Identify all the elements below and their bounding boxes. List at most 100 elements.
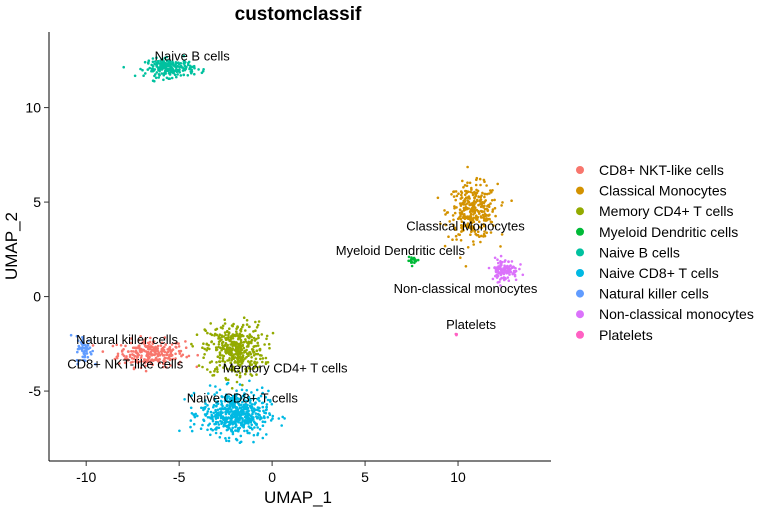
data-point [235, 438, 239, 442]
data-point [238, 418, 241, 422]
data-point [151, 345, 154, 349]
data-point [242, 346, 246, 350]
data-point [254, 329, 257, 333]
data-point [265, 337, 268, 341]
data-point [86, 343, 90, 347]
data-point [258, 365, 261, 369]
data-point [76, 347, 80, 351]
data-point [177, 70, 181, 73]
data-point [247, 366, 251, 370]
data-point [452, 223, 455, 227]
x-tick-label: -10 [76, 469, 96, 485]
data-point [277, 417, 281, 420]
data-point [501, 201, 504, 204]
data-point [235, 380, 239, 384]
data-point [164, 343, 167, 346]
data-point [220, 408, 223, 411]
data-point [179, 74, 183, 77]
data-point [154, 63, 158, 66]
data-point [208, 384, 212, 387]
data-point [156, 354, 160, 358]
data-point [471, 193, 475, 197]
data-point [268, 413, 272, 417]
data-point [507, 279, 511, 283]
data-point [165, 59, 169, 63]
data-point [226, 397, 229, 400]
data-point [216, 408, 220, 412]
data-point [475, 198, 479, 202]
data-point [156, 344, 160, 348]
legend-swatch [576, 310, 584, 319]
data-point [234, 370, 237, 373]
data-point [190, 65, 193, 69]
data-point [462, 229, 465, 232]
data-point [224, 418, 227, 422]
data-point [216, 355, 220, 359]
legend-label: Non-classical monocytes [599, 306, 754, 322]
data-point [241, 383, 244, 387]
data-point [225, 439, 228, 443]
data-point [252, 350, 256, 354]
data-point [238, 355, 241, 358]
data-point [496, 258, 499, 262]
data-point [201, 365, 204, 369]
data-point [502, 277, 506, 281]
y-axis-title: UMAP_2 [2, 212, 21, 280]
data-point [234, 429, 237, 432]
data-point [497, 270, 500, 274]
data-point [151, 65, 155, 68]
data-point [162, 348, 166, 352]
data-point [153, 79, 156, 83]
data-point [466, 246, 470, 249]
data-point [238, 441, 242, 445]
data-point [239, 363, 242, 367]
data-point [479, 215, 483, 218]
data-point [139, 335, 142, 338]
data-point [230, 387, 234, 390]
data-point [160, 72, 164, 75]
data-point [210, 413, 213, 417]
data-point [87, 339, 90, 343]
legend-label: Naive B cells [599, 244, 680, 260]
data-point [242, 426, 245, 429]
data-point [165, 353, 169, 357]
data-point [228, 357, 231, 360]
data-point [248, 404, 252, 408]
data-point [493, 198, 496, 202]
data-point [213, 393, 216, 396]
data-point [460, 210, 464, 213]
data-point [214, 367, 217, 371]
data-point [166, 68, 170, 71]
data-point [267, 342, 271, 346]
data-point [125, 355, 128, 358]
data-point [498, 280, 501, 284]
data-point [252, 336, 256, 340]
data-point [490, 191, 493, 194]
data-point [196, 353, 199, 357]
data-point [264, 396, 268, 399]
data-point [507, 260, 510, 263]
data-point [479, 205, 483, 209]
data-point [465, 206, 469, 210]
data-point [483, 192, 487, 196]
data-point [170, 70, 173, 74]
data-point [128, 353, 132, 357]
data-point [480, 226, 483, 230]
data-point [178, 352, 182, 355]
data-point [462, 216, 466, 219]
data-point [454, 234, 458, 238]
data-point [470, 224, 473, 228]
data-point [455, 238, 458, 241]
data-point [212, 342, 216, 346]
data-point [230, 418, 233, 422]
data-point [214, 422, 218, 426]
data-point [168, 64, 171, 67]
data-point [240, 416, 243, 420]
data-point [261, 360, 264, 364]
data-point [152, 340, 156, 343]
data-point [207, 424, 210, 427]
data-point [144, 369, 148, 373]
data-point [238, 406, 242, 410]
data-point [184, 340, 187, 343]
data-point [139, 350, 142, 354]
